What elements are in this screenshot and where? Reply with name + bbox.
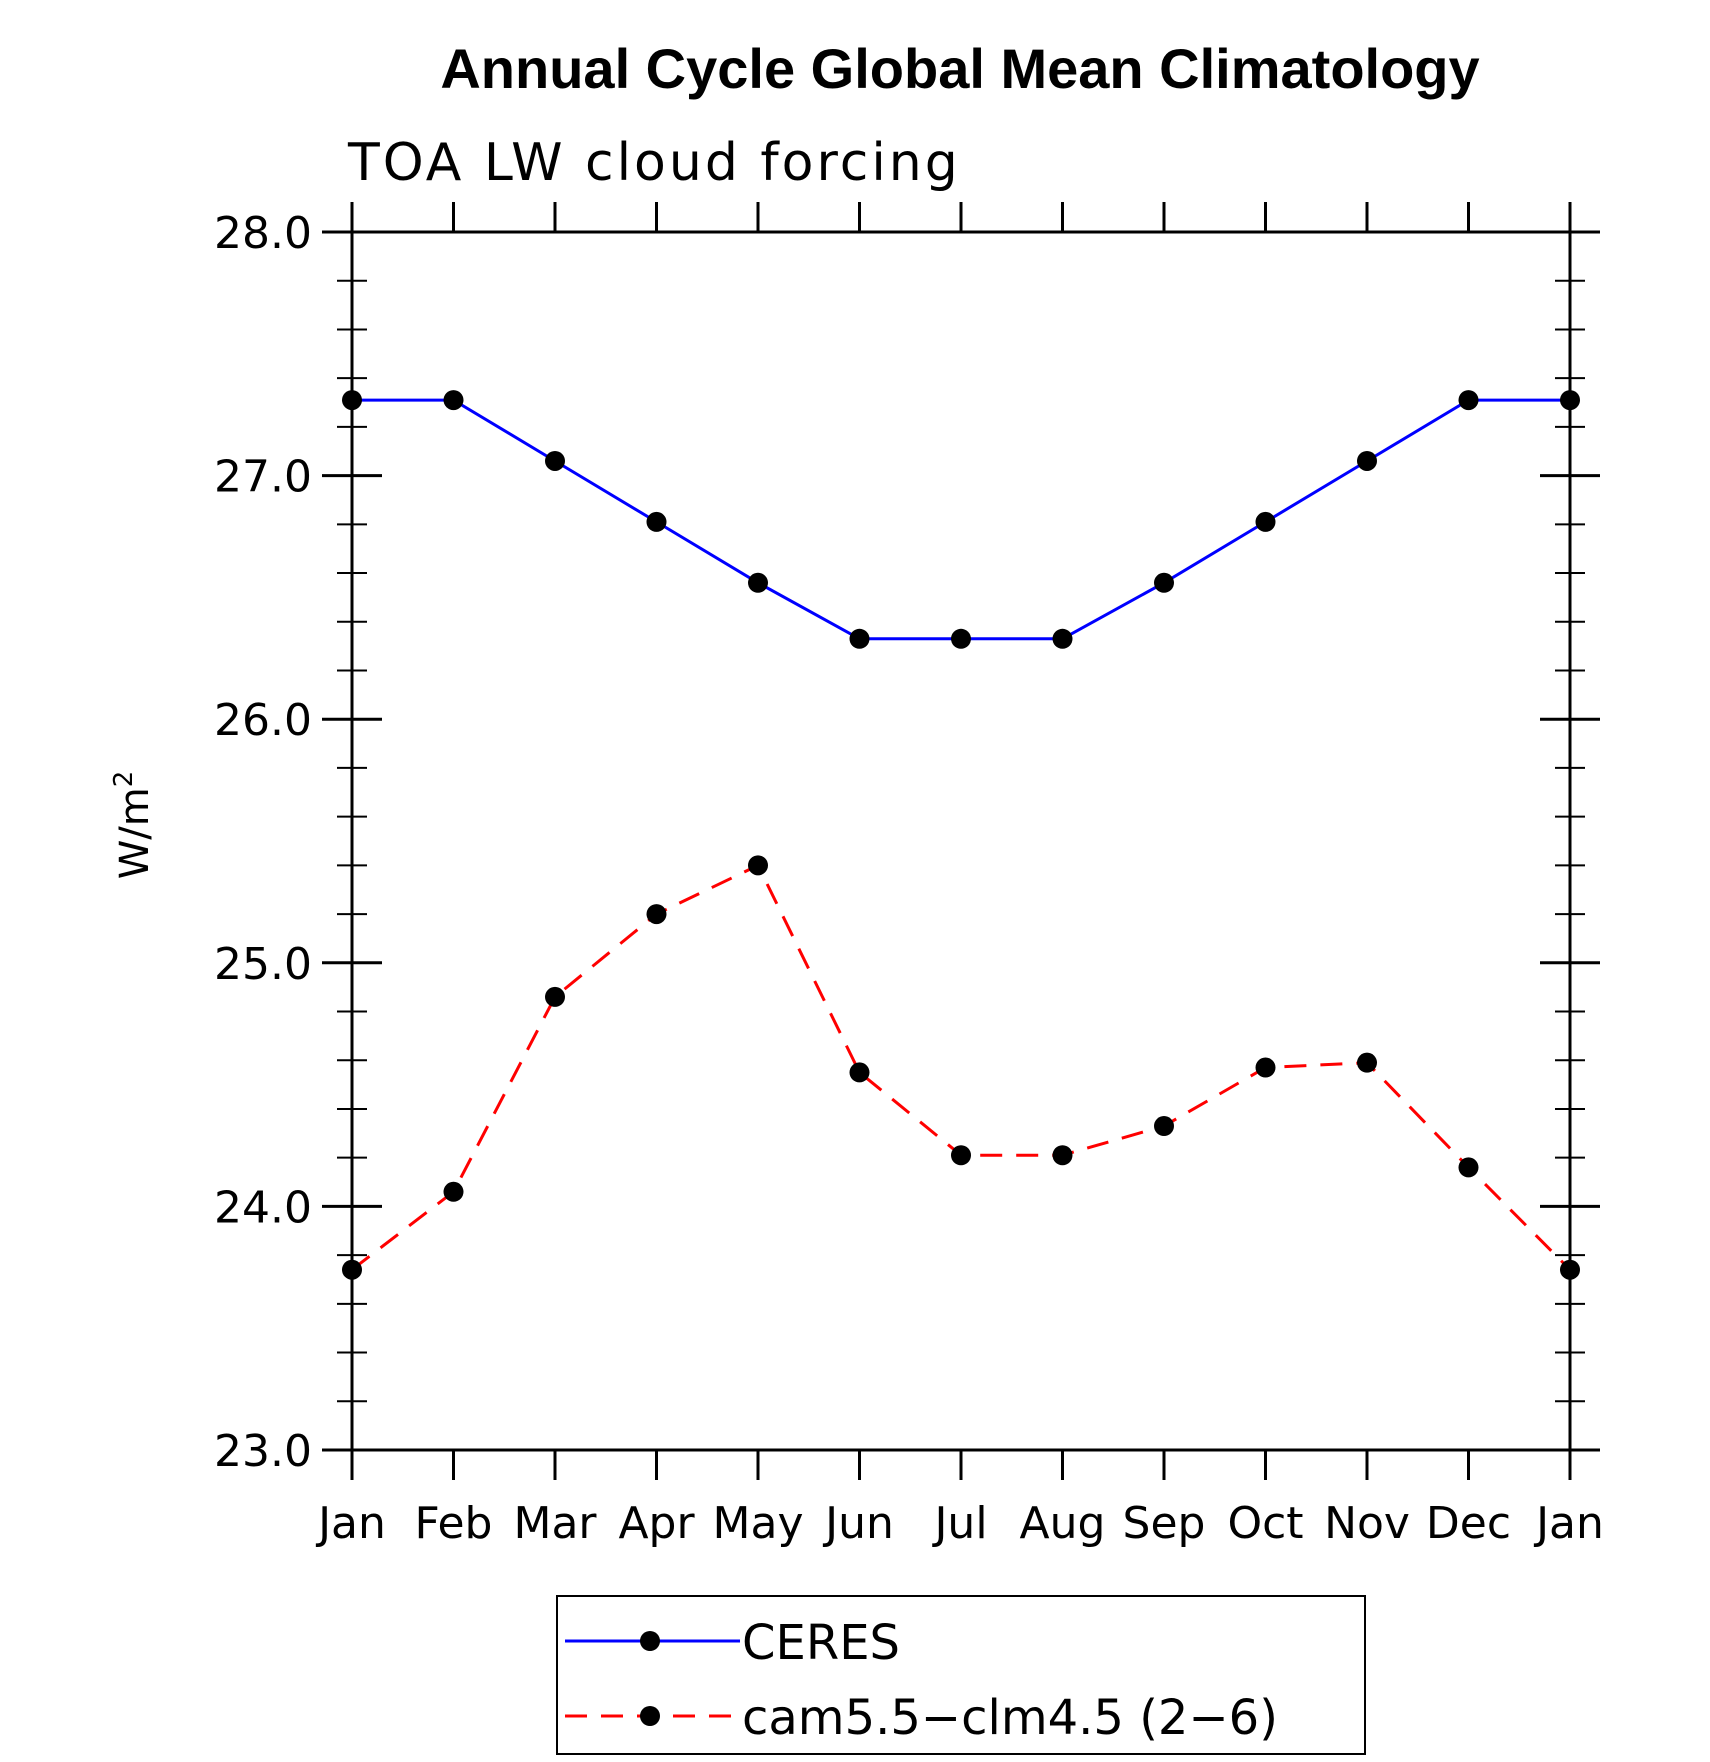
x-tick-label: Apr: [618, 1498, 695, 1549]
series-0-point: [1255, 511, 1276, 532]
y-tick-label: 25.0: [214, 939, 312, 990]
y-tick-label: 26.0: [214, 695, 312, 746]
y-tick-label: 27.0: [214, 452, 312, 503]
series-1-point: [1154, 1116, 1174, 1137]
x-tick-label: Jan: [315, 1498, 386, 1549]
series-0-point: [443, 390, 464, 411]
y-tick-label: 23.0: [214, 1426, 312, 1477]
series-1-point: [849, 1062, 870, 1083]
legend-box: [556, 1595, 1366, 1755]
y-axis-label-superscript: 2: [109, 771, 139, 788]
chart-subtitle: TOA LW cloud forcing: [347, 133, 961, 193]
series-1-point: [951, 1145, 971, 1166]
series-1-point: [443, 1181, 464, 1202]
series-0-point: [1052, 628, 1073, 649]
x-tick-label: Aug: [1020, 1498, 1106, 1549]
axes: Jan Feb Mar Apr May Jun Jul Aug Sep Oct Nov Dec Jan2…: [214, 202, 1604, 1549]
legend-ceres-label: CERES: [742, 1615, 900, 1671]
series-0-point: [951, 628, 971, 649]
series-0-point: [646, 511, 667, 532]
x-tick-label: Nov: [1324, 1498, 1410, 1549]
x-tick-label: May: [713, 1498, 804, 1549]
series-0-point: [342, 390, 362, 411]
series-1-point: [1357, 1052, 1377, 1073]
legend-model-label: cam5.5−clm4.5 (2−6): [742, 1690, 1278, 1746]
chart-title: Annual Cycle Global Mean Climatology: [440, 37, 1479, 100]
x-tick-label: Oct: [1227, 1498, 1303, 1549]
series-layer: [342, 390, 1580, 1280]
series-1-point: [646, 904, 667, 925]
y-axis-label-base: W/m: [112, 787, 158, 879]
series-0-point: [849, 628, 870, 649]
series-1-point: [1458, 1157, 1479, 1178]
series-1-point: [342, 1259, 362, 1280]
x-tick-label: Mar: [513, 1498, 597, 1549]
series-1-point: [545, 986, 565, 1007]
legend: CERES cam5.5−clm4.5 (2−6): [556, 1595, 1366, 1755]
x-tick-label: Jan: [1533, 1498, 1604, 1549]
x-tick-label: Jul: [931, 1498, 987, 1549]
series-0-point: [1357, 450, 1377, 471]
series-line-0: [352, 398, 1570, 641]
plot-frame: [350, 230, 1572, 1452]
y-axis-label: W/m2: [109, 771, 158, 880]
legend-model-marker: [640, 1706, 660, 1726]
x-tick-label: Jun: [822, 1498, 894, 1549]
series-0-point: [1154, 572, 1174, 593]
series-1-point: [1560, 1259, 1580, 1280]
series-1-point: [1052, 1145, 1073, 1166]
x-tick-label: Sep: [1123, 1498, 1206, 1549]
x-tick-label: Feb: [415, 1498, 493, 1549]
y-tick-label: 28.0: [214, 208, 312, 259]
series-1-point: [1255, 1057, 1276, 1078]
x-tick-label: Dec: [1426, 1498, 1511, 1549]
series-0-point: [545, 450, 565, 471]
series-0-point: [1560, 390, 1580, 411]
series-line-1: [351, 863, 1572, 1271]
series-0-point: [1458, 390, 1479, 411]
y-tick-label: 24.0: [214, 1182, 312, 1233]
series-0-point: [748, 572, 768, 593]
legend-ceres-marker: [640, 1631, 660, 1651]
series-1-point: [748, 855, 768, 876]
